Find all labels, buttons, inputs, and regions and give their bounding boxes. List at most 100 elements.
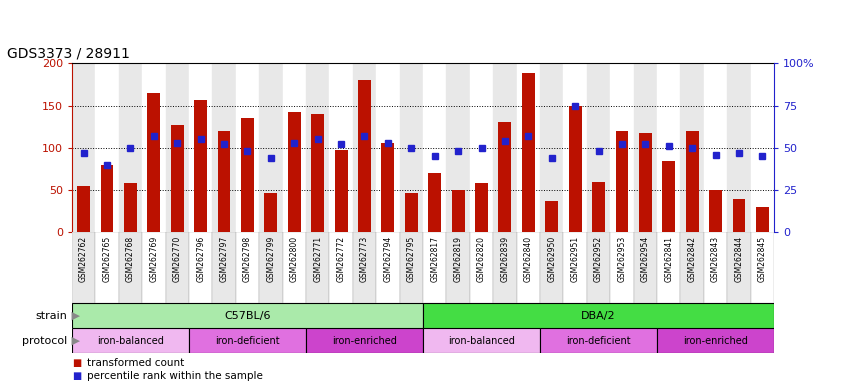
- Bar: [189, 232, 212, 303]
- Text: iron-deficient: iron-deficient: [566, 336, 631, 346]
- Bar: [329, 232, 353, 303]
- Bar: [680, 63, 704, 232]
- Text: iron-enriched: iron-enriched: [332, 336, 397, 346]
- Text: ▶: ▶: [68, 336, 80, 346]
- Bar: [493, 63, 517, 232]
- Bar: [376, 63, 399, 232]
- Bar: [546, 201, 558, 232]
- Text: GSM262794: GSM262794: [383, 236, 393, 282]
- Text: GSM262952: GSM262952: [594, 236, 603, 282]
- Bar: [189, 328, 306, 353]
- Bar: [236, 232, 259, 303]
- Text: GSM262772: GSM262772: [337, 236, 345, 282]
- Text: GSM262773: GSM262773: [360, 236, 369, 282]
- Bar: [335, 151, 348, 232]
- Bar: [756, 207, 769, 232]
- Bar: [750, 63, 774, 232]
- Text: GSM262954: GSM262954: [641, 236, 650, 282]
- Bar: [563, 63, 587, 232]
- Bar: [265, 193, 277, 232]
- Text: transformed count: transformed count: [87, 358, 184, 368]
- Text: GSM262819: GSM262819: [453, 236, 463, 282]
- Bar: [587, 63, 610, 232]
- Bar: [569, 106, 581, 232]
- Bar: [72, 303, 423, 328]
- Text: iron-balanced: iron-balanced: [97, 336, 164, 346]
- Text: GSM262845: GSM262845: [758, 236, 766, 282]
- Bar: [657, 328, 774, 353]
- Bar: [72, 232, 96, 303]
- Bar: [563, 232, 587, 303]
- Bar: [171, 125, 184, 232]
- Bar: [405, 193, 418, 232]
- Bar: [77, 186, 90, 232]
- Bar: [353, 232, 376, 303]
- Bar: [610, 63, 634, 232]
- Bar: [540, 328, 657, 353]
- Bar: [236, 63, 259, 232]
- Bar: [311, 114, 324, 232]
- Bar: [470, 63, 493, 232]
- Bar: [750, 232, 774, 303]
- Bar: [118, 63, 142, 232]
- Bar: [662, 161, 675, 232]
- Bar: [212, 232, 236, 303]
- Bar: [634, 63, 657, 232]
- Bar: [166, 63, 189, 232]
- Text: GSM262795: GSM262795: [407, 236, 415, 282]
- Text: GSM262796: GSM262796: [196, 236, 205, 282]
- Bar: [124, 183, 137, 232]
- Bar: [96, 232, 118, 303]
- Bar: [72, 328, 189, 353]
- Bar: [709, 190, 722, 232]
- Bar: [217, 131, 230, 232]
- Text: GSM262765: GSM262765: [102, 236, 112, 282]
- Bar: [728, 232, 750, 303]
- Bar: [680, 232, 704, 303]
- Text: GSM262953: GSM262953: [618, 236, 626, 282]
- Bar: [610, 232, 634, 303]
- Bar: [142, 63, 166, 232]
- Text: GSM262839: GSM262839: [501, 236, 509, 282]
- Bar: [616, 131, 629, 232]
- Bar: [447, 232, 470, 303]
- Text: protocol: protocol: [23, 336, 68, 346]
- Bar: [288, 111, 300, 232]
- Text: strain: strain: [36, 311, 68, 321]
- Bar: [423, 328, 540, 353]
- Bar: [142, 232, 166, 303]
- Bar: [399, 232, 423, 303]
- Bar: [540, 63, 563, 232]
- Text: ■: ■: [72, 358, 81, 368]
- Text: GSM262843: GSM262843: [711, 236, 720, 282]
- Text: GDS3373 / 28911: GDS3373 / 28911: [7, 47, 130, 61]
- Text: GSM262844: GSM262844: [734, 236, 744, 282]
- Text: percentile rank within the sample: percentile rank within the sample: [87, 371, 263, 381]
- Bar: [423, 303, 774, 328]
- Bar: [423, 63, 447, 232]
- Bar: [452, 190, 464, 232]
- Bar: [428, 173, 441, 232]
- Bar: [72, 63, 96, 232]
- Bar: [592, 182, 605, 232]
- Bar: [189, 63, 212, 232]
- Text: GSM262798: GSM262798: [243, 236, 252, 282]
- Bar: [101, 165, 113, 232]
- Text: C57BL/6: C57BL/6: [224, 311, 271, 321]
- Bar: [657, 232, 680, 303]
- Bar: [540, 232, 563, 303]
- Text: GSM262769: GSM262769: [150, 236, 158, 282]
- Bar: [382, 143, 394, 232]
- Bar: [118, 232, 142, 303]
- Bar: [329, 63, 353, 232]
- Text: GSM262951: GSM262951: [571, 236, 580, 282]
- Text: GSM262799: GSM262799: [266, 236, 275, 282]
- Bar: [241, 118, 254, 232]
- Text: GSM262800: GSM262800: [290, 236, 299, 282]
- Bar: [259, 232, 283, 303]
- Bar: [634, 232, 657, 303]
- Bar: [522, 73, 535, 232]
- Bar: [358, 80, 371, 232]
- Text: GSM262762: GSM262762: [80, 236, 88, 282]
- Bar: [587, 232, 610, 303]
